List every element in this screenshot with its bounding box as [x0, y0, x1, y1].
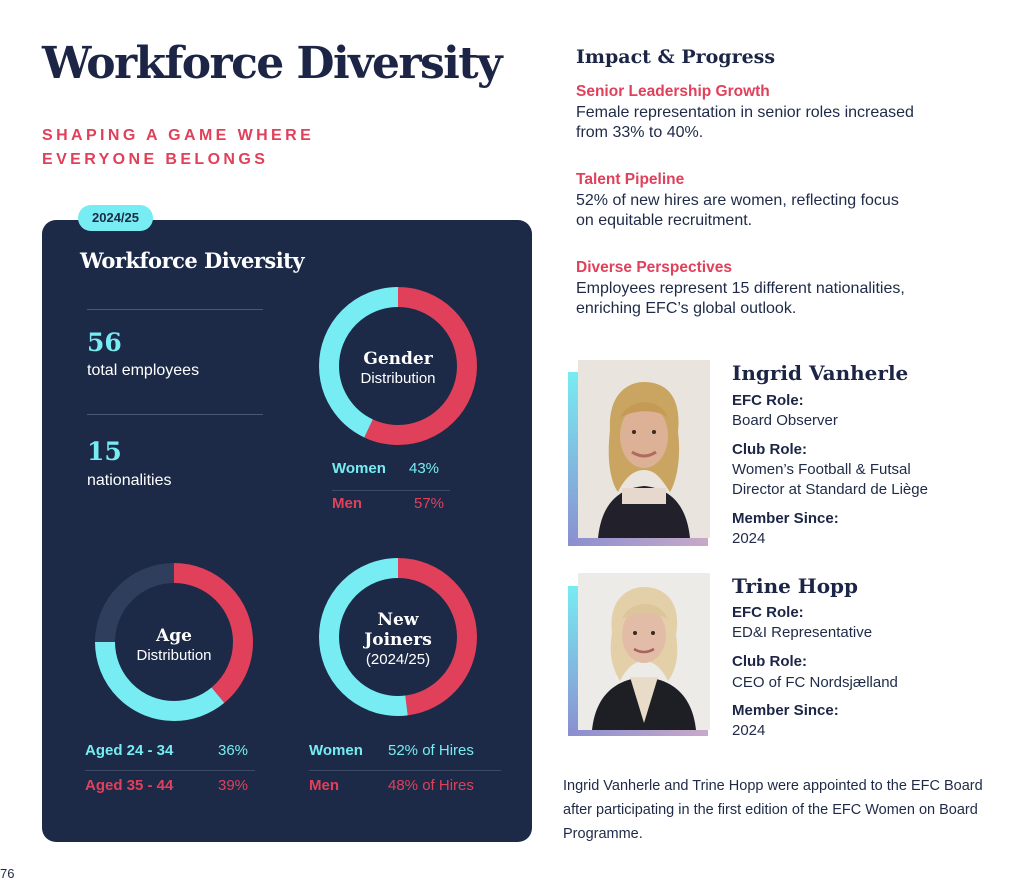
total-employees-label: total employees: [87, 362, 200, 379]
legend-aged-24-34-label: Aged 24 - 34: [85, 742, 174, 759]
nationalities-value: 15: [87, 437, 122, 466]
efc-role-label: EFC Role:: [732, 392, 804, 409]
impact-line: from 33% to 40%.: [576, 124, 704, 141]
joiners-chart-subtitle: (2024/25): [365, 651, 431, 668]
photo-accent-bar: [568, 586, 578, 736]
impact-text-senior-leadership: Female representation in senior roles in…: [576, 103, 976, 143]
legend-hires-men-label: Men: [309, 777, 339, 794]
legend-divider: [309, 770, 501, 771]
legend-hires-women-value: 52% of Hires: [388, 742, 474, 759]
gender-slice-women: [319, 287, 477, 445]
age-chart-subtitle: Distribution: [136, 647, 212, 664]
club-role-label: Club Role:: [732, 653, 807, 670]
subtitle-line-2: EVERYONE BELONGS: [42, 151, 269, 168]
stat-divider: [87, 309, 263, 310]
year-badge: 2024/25: [78, 205, 153, 231]
efc-role-label: EFC Role:: [732, 604, 804, 621]
impact-line: Female representation in senior roles in…: [576, 104, 914, 121]
club-role-line: Director at Standard de Liège: [732, 481, 928, 498]
member-since-label: Member Since:: [732, 702, 839, 719]
age-slice-other: [95, 563, 253, 721]
gender-chart-label: Gender Distribution: [338, 349, 458, 389]
panel-title: Workforce Diversity: [80, 248, 305, 273]
impact-text-talent-pipeline: 52% of new hires are women, reflecting f…: [576, 191, 976, 231]
portrait-photo-ingrid: [578, 360, 710, 538]
legend-divider: [85, 770, 255, 771]
efc-role-value: Board Observer: [732, 412, 838, 429]
legend-aged-35-44-label: Aged 35 - 44: [85, 777, 174, 794]
photo-accent-bar: [568, 372, 578, 546]
impact-line: 52% of new hires are women, reflecting f…: [576, 192, 899, 209]
stat-divider: [87, 414, 263, 415]
legend-hires-men-value: 48% of Hires: [388, 777, 474, 794]
impact-text-diverse-perspectives: Employees represent 15 different nationa…: [576, 279, 976, 319]
club-role-value: Women’s Football & Futsal Director at St…: [732, 460, 928, 500]
joiners-chart-title-1: New: [377, 610, 419, 630]
impact-heading-diverse-perspectives: Diverse Perspectives: [576, 259, 732, 276]
portrait-ingrid-image: [578, 360, 710, 538]
photo-accent-bar: [568, 728, 708, 736]
age-slice-aged-24-34: [95, 563, 253, 721]
gender-donut: [319, 287, 477, 445]
total-employees-value: 56: [87, 328, 122, 357]
subtitle-line-1: SHAPING A GAME WHERE: [42, 127, 315, 144]
photo-accent-bar: [568, 538, 708, 546]
legend-women-value: 43%: [409, 460, 440, 477]
person-name-ingrid: Ingrid Vanherle: [732, 361, 909, 385]
impact-line: Employees represent 15 different nationa…: [576, 280, 905, 297]
page-number: 76: [0, 866, 15, 881]
club-role-label: Club Role:: [732, 441, 807, 458]
legend-men-value: 57%: [414, 495, 445, 512]
impact-title: Impact & Progress: [576, 46, 776, 68]
member-since-value: 2024: [732, 722, 766, 739]
age-donut: [95, 563, 253, 721]
club-role-value: CEO of FC Nordsjælland: [732, 674, 898, 691]
portrait-photo-trine: [578, 573, 710, 730]
impact-line: on equitable recruitment.: [576, 212, 753, 229]
age-chart-title: Age: [156, 626, 192, 646]
nationalities-label: nationalities: [87, 472, 172, 489]
joiners-chart-title-2: Joiners: [364, 630, 432, 650]
impact-line: enriching EFC’s global outlook.: [576, 300, 797, 317]
joiners-donut: [319, 558, 477, 716]
portrait-trine-image: [578, 573, 710, 730]
gender-chart-title: Gender: [363, 349, 433, 369]
gender-chart-subtitle: Distribution: [360, 370, 436, 387]
footnote: Ingrid Vanherle and Trine Hopp were appo…: [563, 778, 983, 842]
joiners-slice-women: [319, 558, 477, 716]
impact-heading-senior-leadership: Senior Leadership Growth: [576, 83, 770, 100]
page-subtitle: SHAPING A GAME WHERE EVERYONE BELONGS: [42, 124, 314, 172]
efc-role-value: ED&I Representative: [732, 624, 873, 641]
impact-heading-talent-pipeline: Talent Pipeline: [576, 171, 685, 188]
member-since-value: 2024: [732, 530, 766, 547]
legend-women-label: Women: [332, 460, 386, 477]
legend-aged-24-34-value: 36%: [218, 742, 249, 759]
legend-aged-35-44-value: 39%: [218, 777, 249, 794]
club-role-line: Women’s Football & Futsal: [732, 461, 911, 478]
legend-divider: [332, 490, 450, 491]
person-name-trine: Trine Hopp: [732, 574, 858, 598]
legend-hires-women-label: Women: [309, 742, 363, 759]
age-chart-label: Age Distribution: [114, 626, 234, 666]
page-title: Workforce Diversity: [42, 38, 503, 89]
joiners-chart-label: New Joiners (2024/25): [338, 610, 458, 670]
member-since-label: Member Since:: [732, 510, 839, 527]
legend-men-label: Men: [332, 495, 362, 512]
